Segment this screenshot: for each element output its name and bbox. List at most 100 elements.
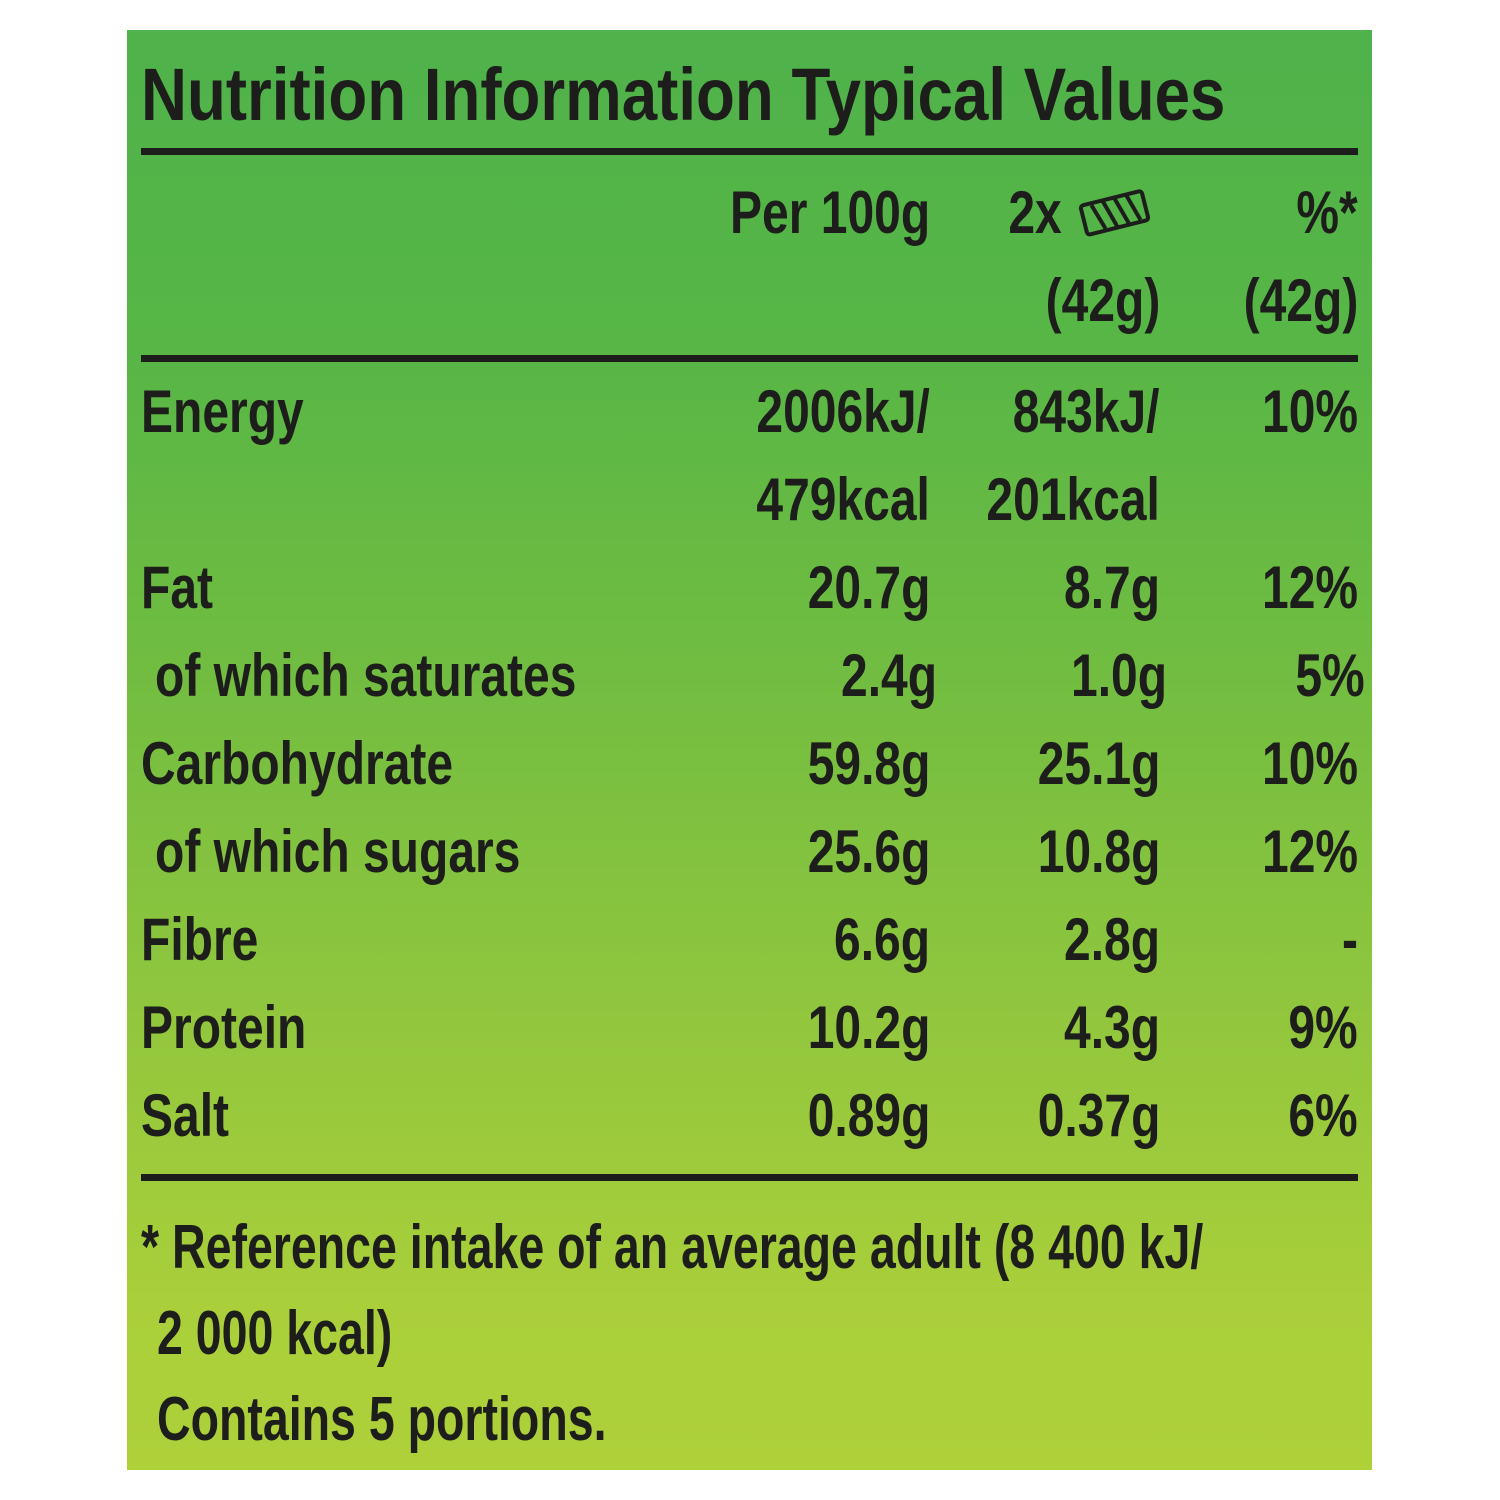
value-text: 5% [1295,642,1365,709]
label-title: Nutrition Information Typical Values [141,30,1358,148]
value-per-100g: 6.6g [675,896,930,984]
footnote-text: * Reference intake of an average adult (… [141,1213,1204,1282]
footnote-line-3: Contains 5 portions. [141,1377,1358,1463]
value-text: 59.8g [807,730,930,797]
value-text: 2.8g [1063,906,1160,973]
nutrient-name-text: Energy [141,378,304,445]
row-fat: Fat 20.7g 8.7g 12% [141,544,1358,632]
nutrient-name: of which saturates [141,632,682,720]
nutrition-label-panel: Nutrition Information Typical Values Per… [127,30,1372,1470]
nutrient-name: Fibre [141,896,675,984]
nutrient-name: Protein [141,984,675,1072]
nutrient-name-text: Protein [141,994,307,1061]
divider-above-footnote [141,1174,1358,1181]
value-per-100g: 25.6g [675,808,930,896]
footnote-text: 2 000 kcal) [157,1299,393,1368]
header-row-main: Per 100g 2x [141,169,1358,345]
reference-intake-weight: (42g) [1160,257,1358,345]
value-text: 201kcal [986,466,1160,533]
footnote-line-1: * Reference intake of an average adult (… [141,1205,1358,1291]
per-portion-weight: (42g) [930,257,1160,345]
value-per-portion: 10.8g [930,808,1160,896]
nutrient-name-text: Fat [141,554,213,621]
value-per-100g: 20.7g [675,544,930,632]
label-title-text: Nutrition Information Typical Values [141,53,1226,136]
column-header-per-100g: Per 100g [675,169,930,345]
row-fibre: Fibre 6.6g 2.8g - [141,896,1358,984]
value-text: 2006kJ/ [756,378,930,445]
nutrient-name: Energy [141,368,675,544]
column-header-per-portion: 2x [930,169,1160,345]
value-text: 1.0g [1070,642,1167,709]
nutrient-name-text: of which saturates [155,642,577,709]
value-per-portion: 4.3g [930,984,1160,1072]
footnote-text: Contains 5 portions. [157,1385,607,1454]
nutrient-name: Carbohydrate [141,720,675,808]
nutrient-name-text: Fibre [141,906,259,973]
value-text: 0.89g [807,1082,930,1149]
value-reference-intake: 10% [1160,368,1358,544]
value-text: 12% [1261,818,1358,885]
nutrient-name: of which sugars [141,808,675,896]
divider-under-title [141,148,1358,155]
value-text: 25.1g [1037,730,1160,797]
portion-count-label: 2x [1008,179,1062,246]
value-per-100g: 2.4g [682,632,937,720]
nutrition-label-content: Nutrition Information Typical Values Per… [127,30,1372,1463]
value-text: 8.7g [1063,554,1160,621]
value-text: 10.2g [807,994,930,1061]
nutrient-name-text: Salt [141,1082,230,1149]
value-reference-intake: 9% [1160,984,1358,1072]
value-reference-intake: - [1160,896,1358,984]
table-header: Per 100g 2x [141,155,1358,355]
value-text: 12% [1261,554,1358,621]
value-text: 843kJ/ [1013,378,1160,445]
reference-intake-symbol: %* [1160,169,1358,257]
value-per-100g: 59.8g [675,720,930,808]
value-per-portion: 1.0g [937,632,1167,720]
value-reference-intake: 10% [1160,720,1358,808]
row-saturates: of which saturates 2.4g 1.0g 5% [141,632,1365,720]
value-text: 10% [1261,378,1358,445]
value-text: - [1342,906,1358,973]
cereal-bar-icon [1068,184,1160,242]
footnote-line-2: 2 000 kcal) [141,1291,1358,1377]
value-text: 2.4g [840,642,937,709]
nutrient-name: Salt [141,1072,675,1160]
value-text: 6% [1288,1082,1358,1149]
row-protein: Protein 10.2g 4.3g 9% [141,984,1358,1072]
footnote: * Reference intake of an average adult (… [141,1181,1358,1463]
reference-intake-weight-text: (42g) [1243,267,1358,334]
value-per-portion: 8.7g [930,544,1160,632]
value-per-portion: 843kJ/ 201kcal [930,368,1160,544]
value-text: 9% [1288,994,1358,1061]
value-text: 6.6g [833,906,930,973]
value-reference-intake: 5% [1167,632,1365,720]
nutrient-name: Fat [141,544,675,632]
value-per-100g: 10.2g [675,984,930,1072]
value-text: 479kcal [756,466,930,533]
value-per-100g: 2006kJ/ 479kcal [675,368,930,544]
value-text: 10.8g [1037,818,1160,885]
per-100g-label: Per 100g [729,179,930,246]
row-salt: Salt 0.89g 0.37g 6% [141,1072,1358,1160]
nutrient-name-text: of which sugars [155,818,521,885]
value-reference-intake: 12% [1160,808,1358,896]
value-per-portion: 2.8g [930,896,1160,984]
reference-intake-symbol-text: %* [1296,179,1358,246]
row-energy: Energy 2006kJ/ 479kcal 843kJ/ 201kcal 10… [141,368,1358,544]
value-text: 20.7g [807,554,930,621]
column-header-reference-intake: %* (42g) [1160,169,1358,345]
value-per-100g: 0.89g [675,1072,930,1160]
value-text: 4.3g [1063,994,1160,1061]
value-per-portion: 25.1g [930,720,1160,808]
row-sugars: of which sugars 25.6g 10.8g 12% [141,808,1358,896]
value-text: 0.37g [1037,1082,1160,1149]
header-blank-cell [141,169,675,345]
value-text: 25.6g [807,818,930,885]
divider-under-header [141,355,1358,362]
value-text: 10% [1261,730,1358,797]
nutrient-name-text: Carbohydrate [141,730,454,797]
value-reference-intake: 6% [1160,1072,1358,1160]
value-reference-intake: 12% [1160,544,1358,632]
